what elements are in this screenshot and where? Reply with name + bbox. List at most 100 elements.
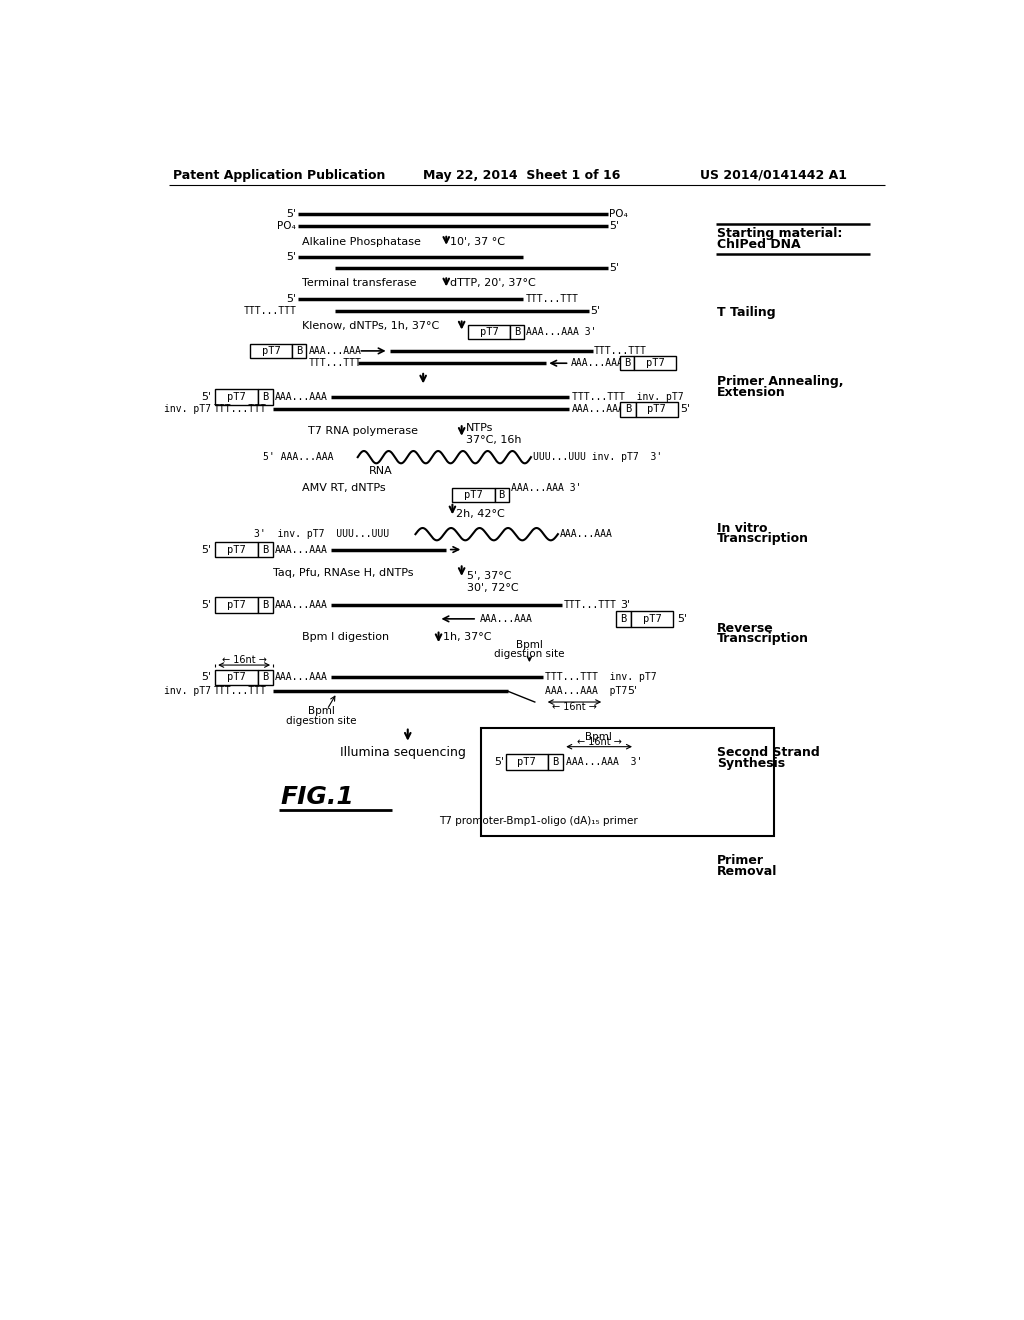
- Text: AMV RT, dNTPs: AMV RT, dNTPs: [301, 483, 385, 492]
- Bar: [548, 755, 563, 770]
- Text: PO₄: PO₄: [609, 209, 629, 219]
- Text: FIG.1: FIG.1: [281, 785, 354, 809]
- Bar: [215, 597, 258, 612]
- Text: pT7: pT7: [262, 346, 281, 356]
- Text: pT7: pT7: [227, 601, 246, 610]
- Text: digestion site: digestion site: [287, 715, 356, 726]
- Bar: [258, 541, 273, 557]
- Text: 5': 5': [677, 614, 687, 624]
- Text: Illumina sequencing: Illumina sequencing: [340, 746, 466, 759]
- Text: 30', 72°C: 30', 72°C: [467, 583, 519, 593]
- Bar: [215, 389, 258, 405]
- Text: T Tailing: T Tailing: [717, 306, 776, 319]
- Bar: [636, 401, 678, 417]
- Bar: [495, 488, 509, 502]
- Text: TTT...TTT  inv. pT7: TTT...TTT inv. pT7: [545, 672, 656, 682]
- Text: 1h, 37°C: 1h, 37°C: [443, 632, 492, 643]
- Text: B: B: [262, 392, 268, 403]
- Text: BpmI: BpmI: [585, 733, 611, 742]
- Text: US 2014/0141442 A1: US 2014/0141442 A1: [700, 169, 848, 182]
- Bar: [510, 326, 524, 339]
- Text: B: B: [499, 490, 505, 500]
- Text: Transcription: Transcription: [717, 632, 809, 645]
- Text: TTT...TTT: TTT...TTT: [244, 306, 296, 315]
- Bar: [621, 356, 634, 370]
- Text: digestion site: digestion site: [495, 649, 564, 659]
- Text: AAA...AAA: AAA...AAA: [308, 346, 361, 356]
- Bar: [506, 755, 548, 770]
- Text: 5': 5': [202, 601, 211, 610]
- Text: May 22, 2014  Sheet 1 of 16: May 22, 2014 Sheet 1 of 16: [423, 169, 621, 182]
- Text: 5': 5': [202, 392, 211, 403]
- Text: inv. pT7: inv. pT7: [165, 686, 211, 696]
- Text: 5', 37°C: 5', 37°C: [467, 570, 512, 581]
- Text: Removal: Removal: [717, 865, 777, 878]
- Text: AAA...AAA: AAA...AAA: [275, 392, 329, 403]
- Text: 5': 5': [680, 404, 690, 414]
- Text: B: B: [621, 614, 627, 624]
- Text: 3': 3': [621, 601, 631, 610]
- Text: AAA...AAA: AAA...AAA: [571, 404, 625, 414]
- Text: AAA...AAA  pT7: AAA...AAA pT7: [545, 686, 627, 696]
- Bar: [215, 541, 258, 557]
- Text: Primer: Primer: [717, 854, 764, 867]
- Text: AAA...AAA  3': AAA...AAA 3': [565, 758, 642, 767]
- Bar: [621, 401, 636, 417]
- Text: ← 16nt →: ← 16nt →: [552, 702, 597, 711]
- Bar: [292, 345, 306, 358]
- Text: pT7: pT7: [464, 490, 483, 500]
- Text: TTT...TTT: TTT...TTT: [308, 358, 361, 368]
- Text: TTT...TTT: TTT...TTT: [525, 293, 579, 304]
- Text: 2h, 42°C: 2h, 42°C: [457, 510, 505, 519]
- Text: inv. pT7: inv. pT7: [165, 404, 211, 414]
- Text: Alkaline Phosphatase: Alkaline Phosphatase: [301, 236, 421, 247]
- Text: 5': 5': [202, 545, 211, 554]
- Text: T7 RNA polymerase: T7 RNA polymerase: [307, 426, 418, 436]
- Bar: [258, 669, 273, 685]
- Text: Extension: Extension: [717, 385, 786, 399]
- Text: 5' AAA...AAA: 5' AAA...AAA: [263, 453, 334, 462]
- Text: Terminal transferase: Terminal transferase: [301, 279, 416, 288]
- Text: 5': 5': [286, 293, 296, 304]
- Text: pT7: pT7: [479, 327, 499, 338]
- Text: dTTP, 20', 37°C: dTTP, 20', 37°C: [451, 279, 536, 288]
- Text: Klenow, dNTPs, 1h, 37°C: Klenow, dNTPs, 1h, 37°C: [301, 321, 438, 331]
- Text: pT7: pT7: [647, 404, 667, 414]
- Text: AAA...AAA: AAA...AAA: [275, 672, 329, 682]
- Text: Primer Annealing,: Primer Annealing,: [717, 375, 844, 388]
- Text: Taq, Pfu, RNAse H, dNTPs: Taq, Pfu, RNAse H, dNTPs: [273, 568, 414, 578]
- Text: B: B: [262, 545, 268, 554]
- Text: 5': 5': [202, 672, 211, 682]
- Text: ← 16nt →: ← 16nt →: [578, 737, 622, 747]
- Text: B: B: [624, 358, 631, 368]
- Text: 5': 5': [286, 209, 296, 219]
- Text: pT7: pT7: [517, 758, 537, 767]
- Text: 10', 37 °C: 10', 37 °C: [451, 236, 505, 247]
- Text: 5': 5': [494, 758, 504, 767]
- Text: 5': 5': [286, 252, 296, 261]
- Text: pT7: pT7: [227, 672, 246, 682]
- Bar: [631, 611, 674, 627]
- Text: BpmI: BpmI: [516, 640, 543, 649]
- Text: Reverse: Reverse: [717, 622, 774, 635]
- Text: pT7: pT7: [643, 614, 662, 624]
- Bar: [468, 326, 510, 339]
- Text: AAA...AAA: AAA...AAA: [571, 358, 624, 368]
- Text: AAA...AAA: AAA...AAA: [560, 529, 613, 539]
- Text: B: B: [553, 758, 559, 767]
- Bar: [250, 345, 292, 358]
- Text: pT7: pT7: [227, 392, 246, 403]
- Text: pT7: pT7: [646, 358, 665, 368]
- Text: TTT...TTT: TTT...TTT: [564, 601, 616, 610]
- Text: 5': 5': [609, 222, 620, 231]
- Text: 3'  inv. pT7  UUU...UUU: 3' inv. pT7 UUU...UUU: [254, 529, 389, 539]
- Text: ChIPed DNA: ChIPed DNA: [717, 238, 801, 251]
- Text: 5': 5': [590, 306, 600, 315]
- Bar: [453, 488, 495, 502]
- Bar: [258, 389, 273, 405]
- Text: TTT...TTT  inv. pT7: TTT...TTT inv. pT7: [571, 392, 683, 403]
- Text: AAA...AAA: AAA...AAA: [275, 545, 329, 554]
- Text: 37°C, 16h: 37°C, 16h: [466, 436, 521, 445]
- Bar: [258, 597, 273, 612]
- Text: Transcription: Transcription: [717, 532, 809, 545]
